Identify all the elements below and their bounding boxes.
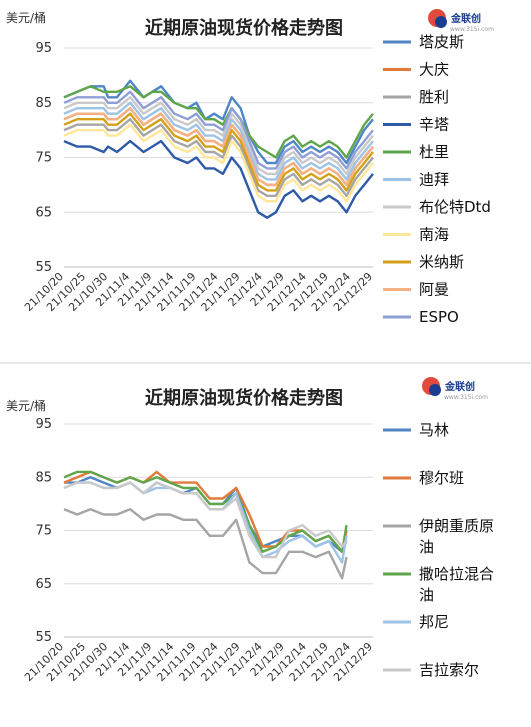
chart-header: 美元/桶 近期原油现货价格走势图 金联创 www.315i.com [6,9,494,39]
legend-label: 米纳斯 [419,253,464,271]
legend-label: 迪拜 [419,171,449,189]
chart-header: 美元/桶 近期原油现货价格走势图 金联创 www.315i.com [6,377,488,413]
legend-label-cont: 油 [419,538,434,556]
legend-label: 胜利 [419,88,449,106]
legend-item: 吉拉索尔 [383,661,479,679]
series-line [63,118,374,197]
legend-item: 迪拜 [383,171,449,189]
legend-item: 马林 [383,421,449,439]
legend-item: 南海 [383,226,449,244]
legend-label: 邦尼 [419,613,449,631]
y-tick-label: 65 [35,577,52,592]
legend-label: 塔皮斯 [419,33,464,51]
chart-title: 近期原油现货价格走势图 [145,17,343,39]
legend-label-cont: 油 [419,586,434,604]
legend-item: 塔皮斯 [383,33,464,51]
brand-logo-text: 金联创 [450,12,481,25]
legend-label: 杜里 [419,143,449,161]
y-tick-label: 85 [35,470,52,485]
legend-item: 阿曼 [383,281,449,299]
series-line [63,112,374,192]
series-line [63,96,374,176]
y-tick-label: 75 [35,151,52,166]
legend-item: 杜里 [383,143,449,161]
legend-item: 穆尔班 [383,469,464,487]
y-tick-label: 85 [35,96,52,111]
legend-item: 布伦特Dtd [383,198,491,216]
legend-label: 伊朗重质原 [419,517,494,535]
legend-label: 马林 [419,421,449,439]
brand-logo: 金联创 www.315i.com [428,9,494,33]
legend-label: ESPO [419,308,459,326]
brand-logo-text: 金联创 [444,380,475,393]
y-tick-label: 95 [35,417,52,432]
series-line [63,90,374,170]
legend-label: 吉拉索尔 [419,661,479,679]
legend-label: 南海 [419,226,449,244]
chart-svg-bottom: 美元/桶 近期原油现货价格走势图 金联创 www.315i.com 55 65 75… [6,377,494,684]
series-line [63,508,348,580]
chart-panel-top: 美元/桶 近期原油现货价格走势图 金联创 www.315i.com 55 65 75… [0,0,531,363]
y-tick-label: 55 [35,630,52,645]
y-unit-label: 美元/桶 [6,10,46,25]
legend-item: 米纳斯 [383,253,464,271]
y-unit-label: 美元/桶 [6,398,46,413]
series-line [63,470,348,553]
y-tick-label: 65 [35,205,52,220]
chart-panel-bottom: 美元/桶 近期原油现货价格走势图 金联创 www.315i.com 55 65 75… [0,364,531,727]
legend-label: 穆尔班 [419,469,464,487]
series-line [63,123,374,203]
legend-item: 胜利 [383,88,449,106]
series-line [63,101,374,181]
series-line [63,481,348,559]
legend-item: 邦尼 [383,613,449,631]
series-line [63,107,374,187]
y-tick-label: 95 [35,41,52,56]
y-tick-label: 55 [35,260,52,275]
y-tick-label: 75 [35,524,52,539]
legend-label: 辛塔 [419,116,449,134]
brand-logo: 金联创 www.315i.com [422,377,488,401]
legend-item: ESPO [383,308,459,326]
brand-logo-site: www.315i.com [450,26,494,33]
legend-item: 辛塔 [383,116,449,134]
legend-item: 大庆 [383,61,449,79]
legend-label: 阿曼 [419,281,449,299]
chart-title: 近期原油现货价格走势图 [145,387,343,409]
legend-label: 布伦特Dtd [419,198,491,216]
brand-logo-site: www.315i.com [444,394,488,401]
legend-label: 撒哈拉混合 [419,565,494,583]
series-line [63,139,374,219]
panel-divider [0,362,531,364]
chart-svg-top: 美元/桶 近期原油现货价格走势图 金联创 www.315i.com 55 65 75… [6,9,494,326]
legend-label: 大庆 [419,61,449,79]
series-line [63,79,374,165]
